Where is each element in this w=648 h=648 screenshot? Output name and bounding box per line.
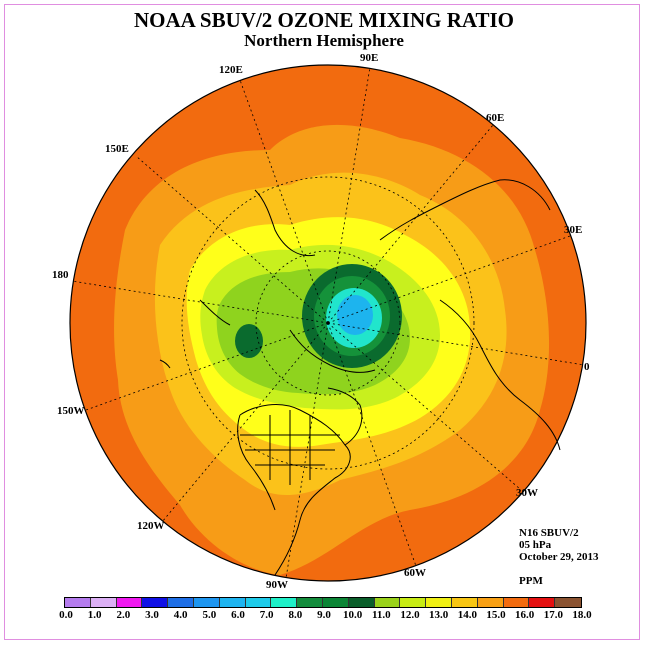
coastlines — [159, 179, 561, 576]
label-150e: 150E — [105, 143, 129, 155]
label-0: 0 — [584, 361, 590, 373]
colorbar-swatch — [193, 598, 220, 607]
label-30w: 30W — [516, 487, 538, 499]
colorbar-swatch — [374, 598, 401, 607]
colorbar-tick-label: 11.0 — [372, 609, 391, 621]
colorbar-swatch — [65, 598, 91, 607]
colorbar-tick-label: 9.0 — [317, 609, 331, 621]
map-subtitle: Northern Hemisphere — [244, 31, 404, 50]
colorbar-swatch — [245, 598, 272, 607]
colorbar-tick-label: 1.0 — [87, 609, 102, 621]
colorbar-tick-label: 5.0 — [202, 609, 217, 621]
map-title: NOAA SBUV/2 OZONE MIXING RATIO — [134, 8, 514, 32]
colorbar-swatch — [219, 598, 246, 607]
colorbar-swatch — [400, 598, 427, 607]
label-150w: 150W — [57, 405, 85, 417]
label-90w: 90W — [266, 579, 288, 591]
colorbar-tick-label: 6.0 — [231, 609, 245, 621]
instrument-label: N16 SBUV/2 — [519, 527, 579, 539]
colorbar-swatch — [451, 598, 478, 607]
colorbar-swatch — [503, 598, 530, 607]
colorbar-tick-label: 0.0 — [59, 609, 73, 621]
colorbar-tick-label: 15.0 — [486, 609, 506, 621]
colorbar-swatch — [142, 598, 169, 607]
colorbar-tick-label: 4.0 — [173, 609, 188, 621]
pressure-level-label: 05 hPa — [519, 539, 552, 551]
colorbar-swatch — [271, 598, 298, 607]
colorbar-swatch — [322, 598, 349, 607]
colorbar-swatch — [90, 598, 117, 607]
label-60w: 60W — [404, 567, 426, 579]
label-120e: 120E — [219, 64, 243, 76]
colorbar-tick-label: 12.0 — [400, 609, 420, 621]
colorbar-tick-label: 2.0 — [116, 609, 131, 621]
colorbar-swatch — [426, 598, 452, 607]
colorbar-tick-label: 17.0 — [543, 609, 563, 621]
colorbar-tick-label: 7.0 — [259, 609, 274, 621]
map-boundary — [69, 64, 587, 582]
colorbar — [64, 597, 582, 608]
colorbar-tick-label: 8.0 — [288, 609, 303, 621]
colorbar-swatch — [348, 598, 375, 607]
date-label: October 29, 2013 — [519, 551, 599, 563]
colorbar-tick-label: 18.0 — [572, 609, 592, 621]
graticule — [71, 66, 585, 579]
units-label: PPM — [519, 575, 543, 587]
vortex-core-region — [337, 295, 373, 335]
colorbar-swatch — [529, 598, 556, 607]
colorbar-swatch — [555, 598, 581, 607]
label-30e: 30E — [564, 224, 582, 236]
label-120w: 120W — [137, 520, 165, 532]
colorbar-swatch — [297, 598, 323, 607]
colorbar-tick-label: 10.0 — [343, 609, 363, 621]
colorbar-tick-label: 14.0 — [457, 609, 477, 621]
label-90e: 90E — [360, 52, 378, 64]
colorbar-swatch — [116, 598, 143, 607]
longitude-labels: 90E 60E 30E 0 30W 60W 90W 120W 150W 180 … — [52, 52, 590, 591]
colorbar-swatch — [477, 598, 504, 607]
colorbar-tick-label: 13.0 — [429, 609, 449, 621]
colorbar-swatch — [168, 598, 194, 607]
figure-frame — [4, 4, 640, 640]
label-180: 180 — [52, 269, 69, 281]
colorbar-tick-label: 3.0 — [145, 609, 159, 621]
colorbar-tick-label: 16.0 — [515, 609, 535, 621]
label-60e: 60E — [486, 112, 504, 124]
pacific-dark-spot — [235, 324, 263, 358]
